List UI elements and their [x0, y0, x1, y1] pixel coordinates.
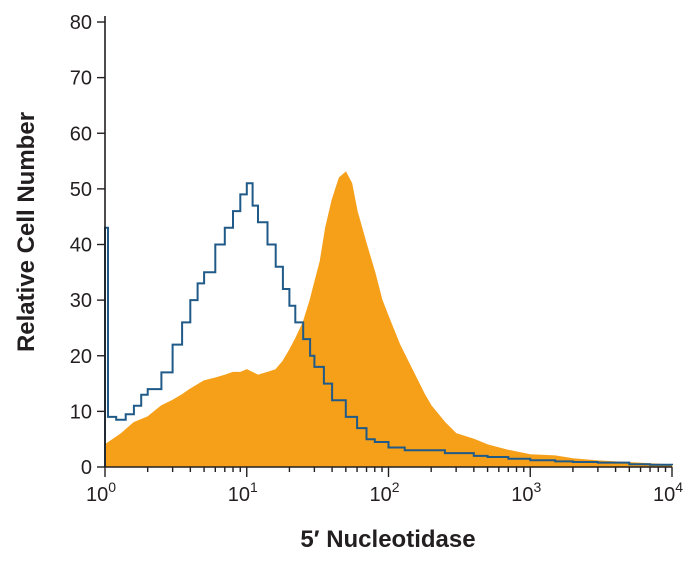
- x-tick-exponent-0: 0: [108, 479, 116, 495]
- y-tick-label-0: 0: [81, 457, 92, 479]
- y-tick-label-30: 30: [70, 290, 92, 312]
- series-1-line: [104, 182, 673, 467]
- y-tick-label-60: 60: [70, 123, 92, 145]
- y-tick-label-40: 40: [70, 235, 92, 257]
- data-layer: [104, 171, 673, 468]
- x-tick-label-2: 102: [369, 479, 399, 506]
- y-tick-label-50: 50: [70, 179, 92, 201]
- x-axis-title: 5′ Nucleotidase: [300, 526, 475, 553]
- x-tick-label-1: 101: [228, 479, 258, 506]
- x-tick-exponent-4: 4: [675, 479, 683, 495]
- y-tick-label-80: 80: [70, 12, 92, 34]
- x-tick-exponent-3: 3: [533, 479, 541, 495]
- x-tick-exponent-2: 2: [392, 479, 400, 495]
- x-tick-label-0: 100: [86, 479, 116, 506]
- y-tick-label-20: 20: [70, 346, 92, 368]
- x-tick-label-4: 104: [653, 479, 683, 506]
- x-tick-exponent-1: 1: [250, 479, 258, 495]
- y-tick-label-70: 70: [70, 68, 92, 90]
- y-axis-title: Relative Cell Number: [13, 112, 40, 352]
- x-tick-label-3: 103: [511, 479, 541, 506]
- series-0-area: [104, 171, 673, 468]
- y-tick-label-10: 10: [70, 401, 92, 423]
